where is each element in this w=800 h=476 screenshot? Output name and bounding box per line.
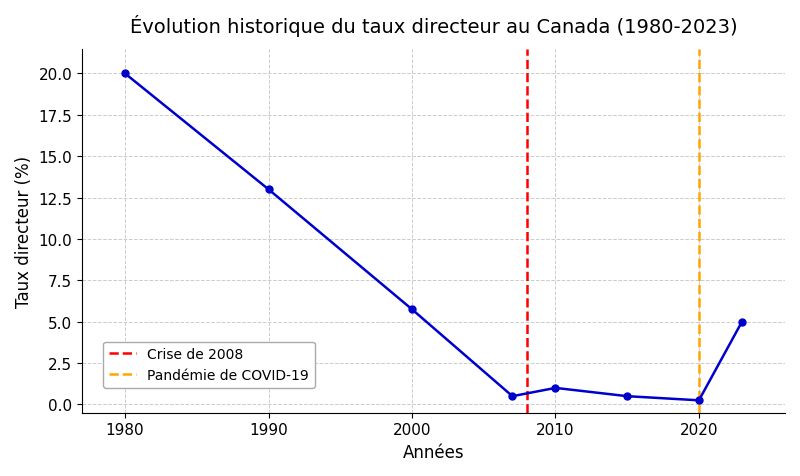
Y-axis label: Taux directeur (%): Taux directeur (%) [15,155,33,307]
Legend: Crise de 2008, Pandémie de COVID-19: Crise de 2008, Pandémie de COVID-19 [103,342,314,388]
Pandémie de COVID-19 [694,385,704,391]
Pandémie de COVID-19 [694,402,704,407]
X-axis label: Années: Années [402,443,464,461]
Crise de 2008 [522,385,531,391]
Title: Évolution historique du taux directeur au Canada (1980-2023): Évolution historique du taux directeur a… [130,15,738,37]
Crise de 2008 [522,402,531,407]
